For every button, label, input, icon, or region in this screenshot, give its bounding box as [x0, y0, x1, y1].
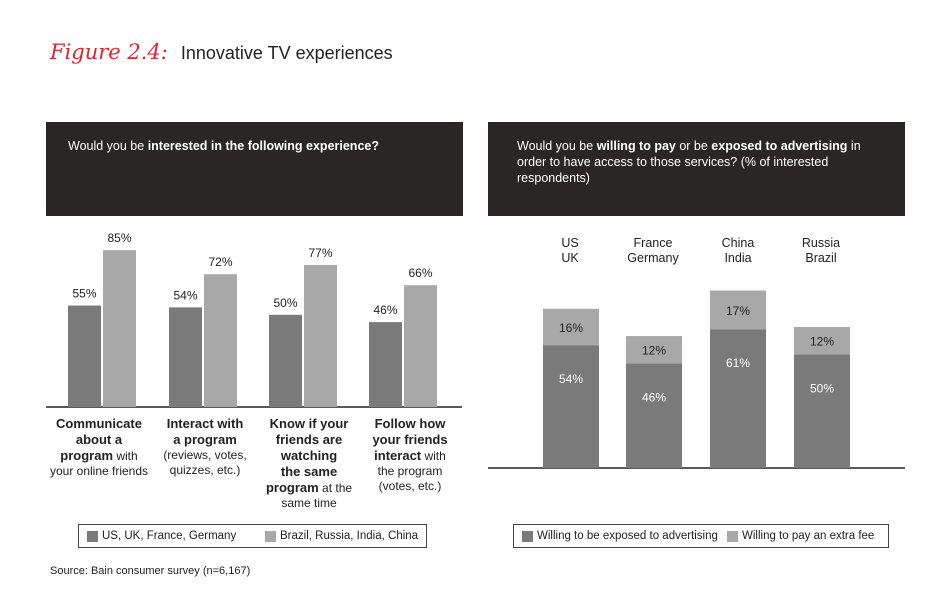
- right-bar-pay-4: [794, 326, 850, 355]
- right-panel-header: Would you be willing to pay or be expose…: [488, 122, 905, 216]
- legend-swatch-pay: [727, 530, 738, 542]
- right-label-advertising-3: 61%: [726, 356, 750, 370]
- left-label-bric-3: 77%: [308, 246, 332, 260]
- left-panel-header: Would you be interested in the following…: [46, 122, 463, 216]
- right-question-pre: Would you be: [517, 139, 597, 153]
- left-bar-western-1: [68, 305, 101, 407]
- right-label-pay-4: 12%: [810, 335, 834, 349]
- left-question-bold: interested in the following experience?: [147, 139, 379, 153]
- right-bar-advertising-4: [794, 354, 850, 468]
- right-category-label-1: US UK: [561, 236, 579, 265]
- figure-title-text: Innovative TV experiences: [180, 43, 393, 63]
- left-bar-western-3: [269, 314, 302, 407]
- right-bar-pay-2: [626, 336, 682, 364]
- left-bar-bric-4: [404, 285, 437, 407]
- right-category-label-3: China India: [721, 236, 755, 265]
- legend-label-advertising: Willing to be exposed to advertising: [537, 530, 718, 542]
- figure-title: Figure 2.4: Innovative TV experiences: [50, 40, 393, 64]
- left-bar-bric-3: [304, 264, 337, 407]
- left-label-bric-1: 85%: [107, 231, 131, 245]
- legend-label-pay: Willing to pay an extra fee: [742, 530, 875, 542]
- left-category-label-4: Follow how your friends interact with the p…: [372, 416, 448, 493]
- left-label-western-2: 54%: [173, 288, 197, 302]
- left-bar-bric-1: [103, 250, 136, 407]
- left-category-label-2: Interact with a program (reviews, votes, qu…: [163, 416, 247, 477]
- left-label-bric-2: 72%: [208, 255, 232, 269]
- right-category-label-4: Russia Brazil: [801, 236, 841, 265]
- figure-number: Figure 2.4:: [50, 40, 168, 64]
- right-bar-advertising-2: [626, 363, 682, 468]
- right-label-pay-2: 12%: [642, 344, 666, 358]
- legend-swatch-advertising: [522, 530, 533, 542]
- right-bar-advertising-1: [543, 345, 599, 468]
- right-legend: Willing to be exposed to advertising Wil…: [513, 524, 889, 548]
- legend-item-western: US, UK, France, Germany: [87, 530, 236, 542]
- right-question-mid: or be: [675, 139, 712, 153]
- left-category-label-3: Know if your friends are watching the same p…: [265, 416, 353, 510]
- right-label-advertising-4: 50%: [810, 381, 834, 395]
- left-label-western-4: 46%: [373, 303, 397, 317]
- legend-item-pay: Willing to pay an extra fee: [727, 530, 874, 542]
- left-bar-bric-2: [204, 274, 237, 407]
- legend-label-western: US, UK, France, Germany: [102, 530, 237, 542]
- left-label-western-3: 50%: [273, 296, 297, 310]
- source-note: Source: Bain consumer survey (n=6,167): [50, 565, 251, 577]
- right-bar-pay-3: [710, 290, 766, 330]
- left-legend: US, UK, France, Germany Brazil, Russia, …: [78, 524, 427, 548]
- right-category-label-2: France Germany: [627, 236, 679, 265]
- legend-swatch-light: [265, 530, 276, 542]
- right-question-bold1: willing to pay: [596, 139, 676, 153]
- right-label-pay-1: 16%: [559, 321, 583, 335]
- left-bar-western-4: [369, 322, 402, 407]
- left-label-western-1: 55%: [72, 287, 96, 301]
- right-bar-advertising-3: [710, 329, 766, 468]
- legend-swatch-dark: [87, 530, 98, 542]
- right-bar-pay-1: [543, 308, 599, 346]
- right-label-advertising-2: 46%: [642, 390, 666, 404]
- left-label-bric-4: 66%: [408, 266, 432, 280]
- legend-label-bric: Brazil, Russia, India, China: [280, 530, 419, 542]
- right-label-pay-3: 17%: [726, 304, 750, 318]
- right-label-advertising-1: 54%: [559, 372, 583, 386]
- left-category-label-1: Communicate about a program with your onlin…: [49, 416, 149, 478]
- left-question-pre: Would you be: [68, 139, 148, 153]
- legend-item-advertising: Willing to be exposed to advertising: [522, 530, 718, 542]
- legend-item-bric: Brazil, Russia, India, China: [265, 530, 418, 542]
- right-question-bold2: exposed to advertising: [711, 139, 848, 153]
- right-question-post: in order to have access to those service…: [517, 139, 861, 185]
- left-bar-western-2: [169, 307, 202, 407]
